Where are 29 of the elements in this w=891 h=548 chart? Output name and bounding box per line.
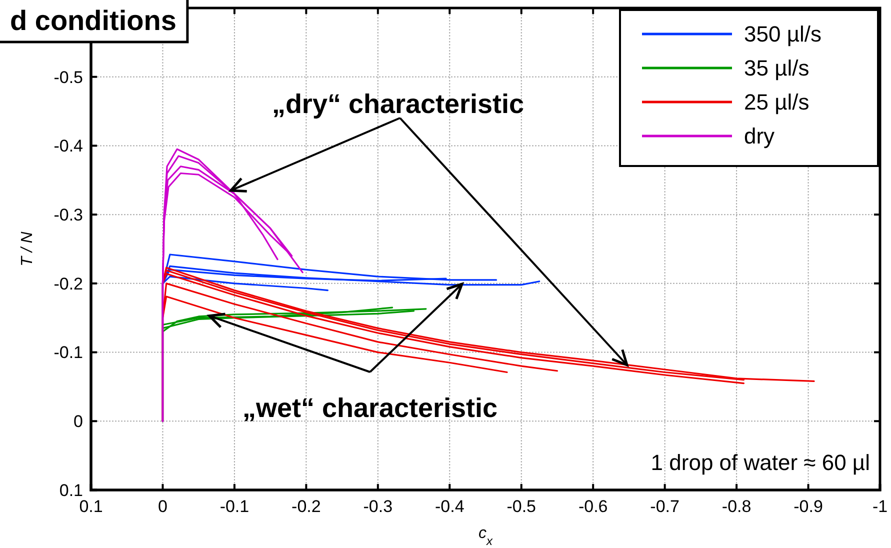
x-tick-label: -0.6 (578, 497, 608, 516)
x-tick-label: -0.9 (794, 497, 823, 516)
x-tick-label: -0.3 (363, 497, 393, 516)
x-axis-title: c$_{x}$ (478, 525, 494, 548)
y-tick-label: -0.4 (54, 136, 83, 156)
legend-label: dry (744, 124, 775, 149)
x-tick-label: -0.2 (292, 497, 321, 516)
legend-label: 35 µl/s (744, 56, 810, 81)
x-tick-label: -0.8 (722, 497, 752, 516)
y-tick-label: -0.5 (54, 68, 83, 87)
x-tick-label: 0.1 (79, 497, 103, 516)
y-axis-title: T / N (19, 231, 36, 266)
chart-title: d conditions (10, 5, 176, 36)
x-tick-label: -1 (872, 497, 888, 516)
y-tick-label: -0.2 (54, 274, 83, 294)
x-tick-label: -0.4 (434, 497, 464, 516)
y-tick-label: 0 (74, 412, 83, 432)
legend-label: 350 µl/s (744, 22, 822, 47)
annotation: 1 drop of water ≈ 60 µl (650, 450, 870, 475)
y-tick-label: -0.1 (54, 343, 83, 362)
y-tick-label: -0.3 (54, 206, 83, 225)
y-tick-label: 0.1 (59, 480, 83, 500)
legend-label: 25 µl/s (744, 90, 810, 115)
x-tick-label: -0.5 (506, 497, 536, 516)
annotation: „wet“ characteristic (242, 393, 498, 423)
x-tick-label: 0 (158, 497, 168, 516)
x-tick-label: -0.1 (220, 497, 250, 516)
annotation: „dry“ characteristic (272, 89, 524, 119)
x-tick-label: -0.7 (650, 497, 680, 516)
